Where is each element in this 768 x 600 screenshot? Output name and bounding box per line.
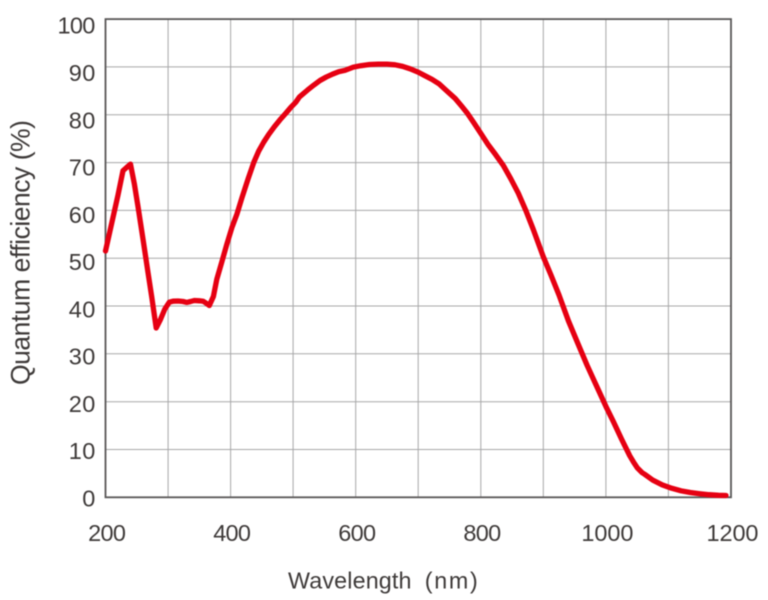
svg-text:30: 30 <box>69 344 96 370</box>
svg-text:600: 600 <box>338 520 376 546</box>
svg-text:60: 60 <box>69 202 96 228</box>
svg-text:Quantum efficiency (%): Quantum efficiency (%) <box>6 120 36 385</box>
svg-text:10: 10 <box>69 438 96 464</box>
svg-text:1000: 1000 <box>581 520 633 546</box>
svg-text:400: 400 <box>213 520 251 546</box>
svg-text:70: 70 <box>69 155 96 181</box>
svg-text:200: 200 <box>88 520 126 546</box>
svg-text:800: 800 <box>463 520 501 546</box>
svg-text:Wavelength: Wavelength <box>288 567 412 593</box>
svg-text:90: 90 <box>69 60 96 86</box>
svg-text:40: 40 <box>69 296 96 322</box>
svg-text:0: 0 <box>82 486 95 512</box>
svg-text:1200: 1200 <box>707 520 759 546</box>
svg-text:50: 50 <box>69 249 96 275</box>
svg-text:20: 20 <box>69 391 96 417</box>
svg-text:80: 80 <box>69 107 96 133</box>
svg-text:100: 100 <box>58 13 96 39</box>
